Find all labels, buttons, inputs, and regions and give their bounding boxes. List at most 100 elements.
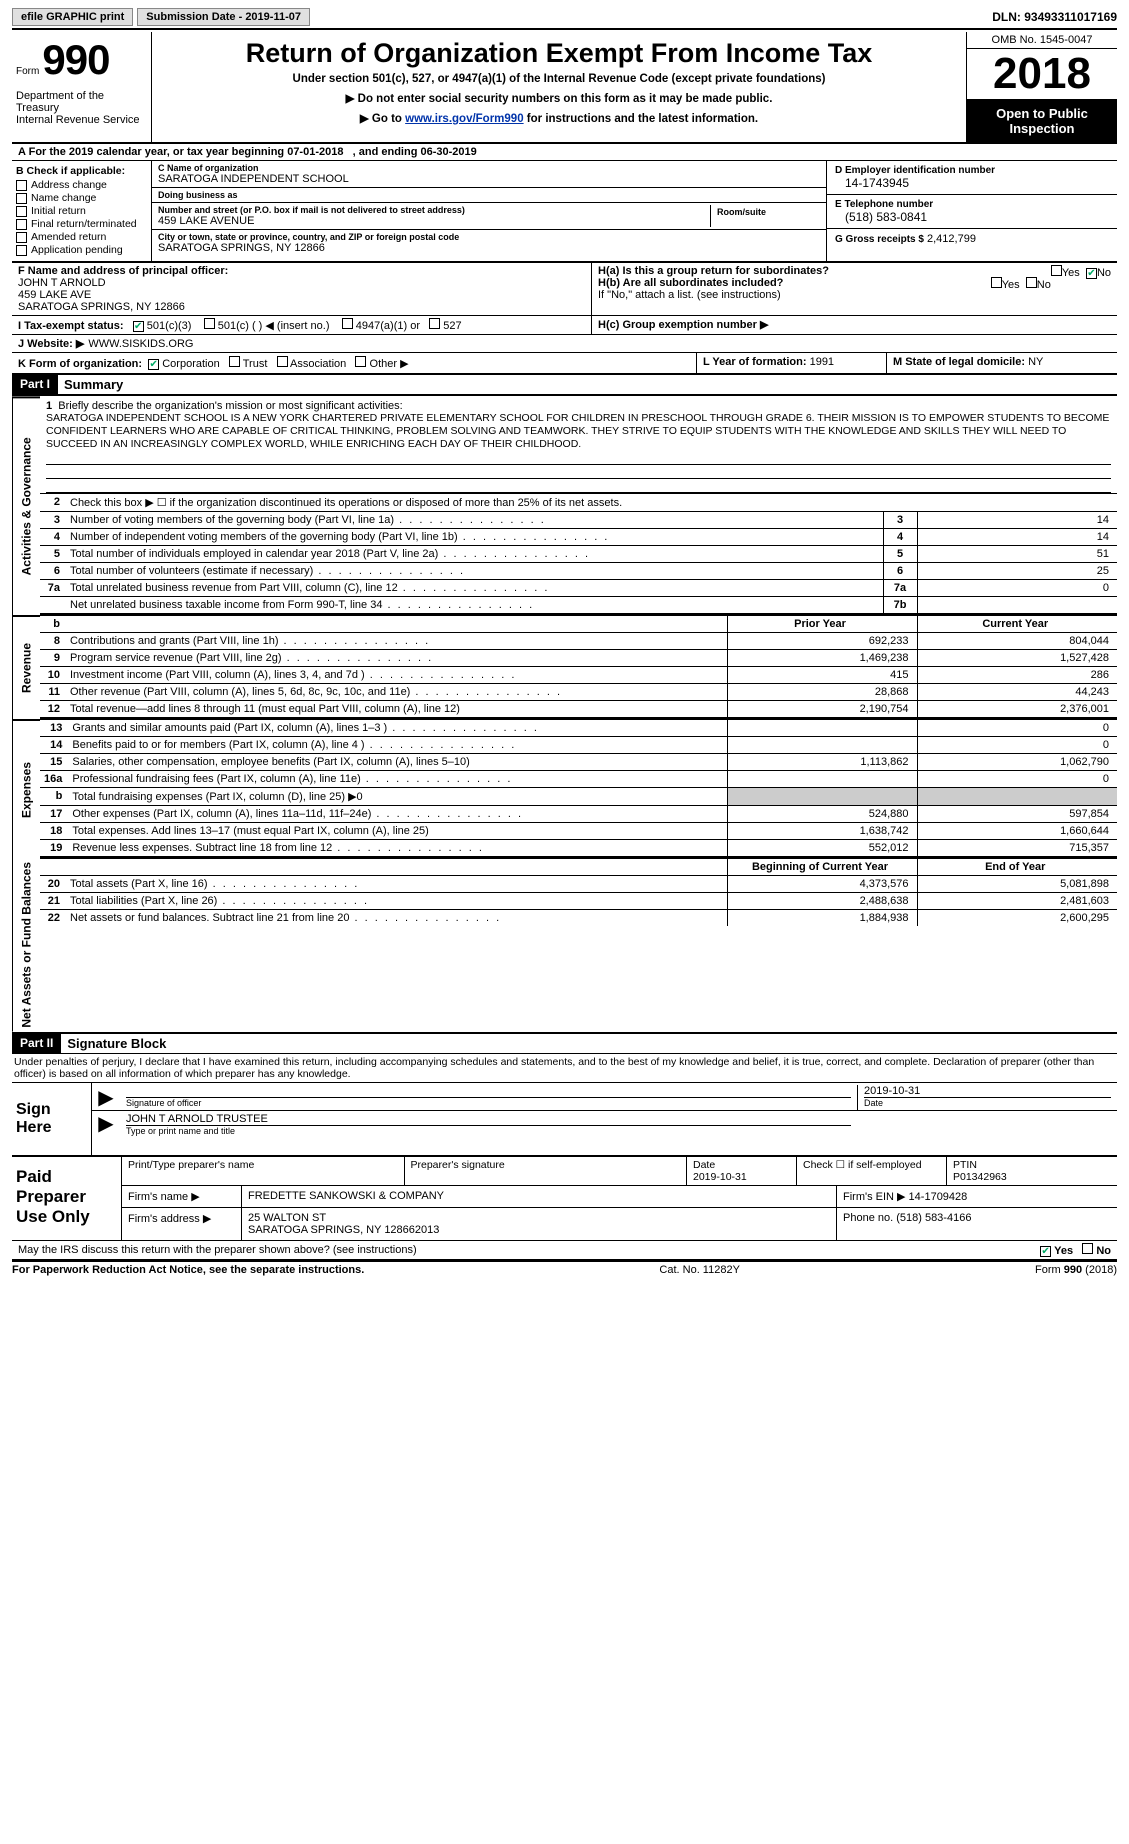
checkbox-application-pending[interactable] [16,245,27,256]
prep-sig-lbl: Preparer's signature [405,1157,688,1185]
submission-date-button[interactable]: Submission Date - 2019-11-07 [137,8,310,26]
ha-yes[interactable] [1051,265,1062,276]
row-8-prior: 692,233 [727,633,917,650]
website-value: WWW.SISKIDS.ORG [88,338,193,350]
sig-date-val: 2019-10-31 [864,1085,1111,1097]
chk-527[interactable] [429,318,440,329]
row-9-prior: 1,469,238 [727,650,917,667]
col-prior: Prior Year [727,616,917,633]
row-17-prior: 524,880 [727,806,917,823]
expenses-content: 13Grants and similar amounts paid (Part … [40,719,1117,858]
row-15-prior: 1,113,862 [727,754,917,771]
firm-name-lbl: Firm's name ▶ [122,1186,242,1207]
row-7a-text: Total unrelated business revenue from Pa… [66,580,883,597]
no-label: No [1097,267,1111,279]
blank-line [46,479,1111,493]
chk-4947[interactable] [342,318,353,329]
part1-header: Part I Summary [12,375,1117,395]
footer-left: For Paperwork Reduction Act Notice, see … [12,1264,364,1276]
row-9-text: Program service revenue (Part VIII, line… [66,650,727,667]
section-bcdeg: B Check if applicable: Address change Na… [12,161,1117,263]
discuss-no[interactable] [1082,1243,1093,1254]
row-7b-text: Net unrelated business taxable income fr… [66,597,883,614]
row-20-current: 5,081,898 [917,876,1117,893]
checkbox-initial-return[interactable] [16,206,27,217]
yes-label: Yes [1062,267,1080,279]
netassets-content: Beginning of Current YearEnd of Year 20T… [40,858,1117,1032]
phone-label: E Telephone number [835,199,1109,210]
lbl-amended-return: Amended return [31,231,106,243]
row-12-prior: 2,190,754 [727,701,917,718]
vlabel-revenue: Revenue [12,615,40,719]
row-6-value: 25 [917,563,1117,580]
row-5-value: 51 [917,546,1117,563]
form-header: Form 990 Department of the Treasury Inte… [12,32,1117,144]
chk-assoc[interactable] [277,356,288,367]
checkbox-amended-return[interactable] [16,232,27,243]
room-label: Room/suite [717,207,814,217]
org-name: SARATOGA INDEPENDENT SCHOOL [158,173,820,185]
name-title-cap: Type or print name and title [126,1125,851,1136]
lbl-assoc: Association [290,358,346,370]
tax-year: 2018 [967,49,1117,100]
section-b: B Check if applicable: Address change Na… [12,161,152,261]
gross-value: 2,412,799 [927,233,976,245]
form-number: 990 [42,36,109,83]
row-7b-value [917,597,1117,614]
city-label: City or town, state or province, country… [158,232,820,242]
col-end: End of Year [917,859,1117,876]
city-value: SARATOGA SPRINGS, NY 12866 [158,242,820,254]
m-value: NY [1028,356,1043,368]
section-fh: F Name and address of principal officer:… [12,263,1117,316]
row-12-text: Total revenue—add lines 8 through 11 (mu… [66,701,727,718]
l-label: L Year of formation: [703,356,807,368]
row-15-current: 1,062,790 [917,754,1117,771]
revenue-table: bPrior YearCurrent Year 8Contributions a… [40,615,1117,717]
row-20-prior: 4,373,576 [727,876,917,893]
checkbox-name-change[interactable] [16,193,27,204]
hb-no[interactable] [1026,277,1037,288]
checkbox-address-change[interactable] [16,180,27,191]
col-begin: Beginning of Current Year [727,859,917,876]
chk-501c[interactable] [204,318,215,329]
ptin-val: P01342963 [953,1171,1007,1183]
row-15-text: Salaries, other compensation, employee b… [68,754,727,771]
row-3-text: Number of voting members of the governin… [66,512,883,529]
row-16a-prior [727,771,917,788]
row-13-text: Grants and similar amounts paid (Part IX… [68,720,727,737]
section-j: J Website: ▶ WWW.SISKIDS.ORG [12,335,1117,353]
section-klm: K Form of organization: Corporation Trus… [12,353,1117,375]
chk-501c3[interactable] [133,321,144,332]
row-17-text: Other expenses (Part IX, column (A), lin… [68,806,727,823]
hb-yes[interactable] [991,277,1002,288]
row-6-text: Total number of volunteers (estimate if … [66,563,883,580]
row-18-prior: 1,638,742 [727,823,917,840]
main-title: Return of Organization Exempt From Incom… [164,38,954,69]
blank-line [46,451,1111,465]
lbl-address-change: Address change [31,179,107,191]
checkbox-final-return[interactable] [16,219,27,230]
k-label: K Form of organization: [18,358,142,370]
subtitle-2: ▶ Do not enter social security numbers o… [164,91,954,105]
efile-print-button[interactable]: efile GRAPHIC print [12,8,133,26]
prep-date-lbl: Date [693,1159,715,1171]
prep-name-lbl: Print/Type preparer's name [122,1157,405,1185]
lbl-501c: 501(c) ( ) ◀ (insert no.) [218,320,330,332]
section-c: C Name of organization SARATOGA INDEPEND… [152,161,827,261]
col-current: Current Year [917,616,1117,633]
vlabel-activities: Activities & Governance [12,396,40,615]
footer-right: Form 990 (2018) [1035,1264,1117,1276]
sig-officer-cap: Signature of officer [126,1097,851,1108]
line1-label: Briefly describe the organization's miss… [58,400,402,412]
discuss-row: May the IRS discuss this return with the… [12,1241,1117,1261]
form990-link[interactable]: www.irs.gov/Form990 [405,113,523,125]
row-3-value: 14 [917,512,1117,529]
lbl-trust: Trust [243,358,268,370]
ptin-lbl: PTIN [953,1159,977,1171]
ha-no[interactable] [1086,268,1097,279]
chk-trust[interactable] [229,356,240,367]
row-4-value: 14 [917,529,1117,546]
chk-other[interactable] [355,356,366,367]
chk-corp[interactable] [148,359,159,370]
discuss-yes[interactable] [1040,1246,1051,1257]
